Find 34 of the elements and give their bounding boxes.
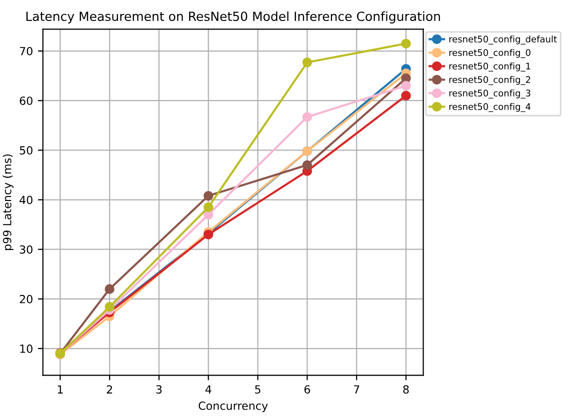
x-tick-label: 2 (106, 385, 112, 394)
point (302, 58, 312, 68)
legend-label: resnet50_config_1 (449, 62, 530, 72)
x-tick-label: 3 (156, 385, 162, 394)
point (302, 160, 312, 170)
y-tick-label: 10 (20, 344, 32, 353)
point (104, 284, 114, 294)
y-tick-label: 30 (20, 245, 32, 254)
x-tick-label: 4 (205, 385, 212, 394)
y-tick-label: 60 (20, 96, 32, 105)
point (104, 302, 114, 312)
point (204, 202, 214, 212)
x-tick-label: 6 (304, 385, 310, 394)
y-tick-label: 70 (20, 46, 32, 56)
chart-title: Latency Measurement on ResNet50 Model Inference Configuration (26, 11, 440, 24)
point (302, 112, 312, 122)
point (401, 90, 411, 100)
x-tick-label: 5 (255, 385, 260, 394)
x-tick-label: 8 (403, 385, 409, 394)
point (401, 80, 411, 91)
y-tick-label: 20 (20, 294, 32, 304)
y-axis-title: p99 Latency (ms) (2, 154, 14, 250)
x-tick-label: 1 (58, 385, 63, 394)
point (204, 190, 214, 201)
legend-label: resnet50_config_4 (449, 103, 531, 112)
point (401, 38, 411, 48)
legend-label: resnet50_config_0 (449, 49, 530, 58)
legend-label: resnet50_config_2 (449, 76, 530, 86)
legend-label: resnet50_config_3 (449, 90, 530, 99)
y-tick-label: 40 (20, 196, 32, 204)
x-axis-title: Concurrency (198, 402, 268, 412)
x-tick-label: 7 (354, 385, 360, 394)
y-tick-label: 50 (20, 146, 32, 155)
legend-label: resnet50_config_default (449, 36, 557, 44)
